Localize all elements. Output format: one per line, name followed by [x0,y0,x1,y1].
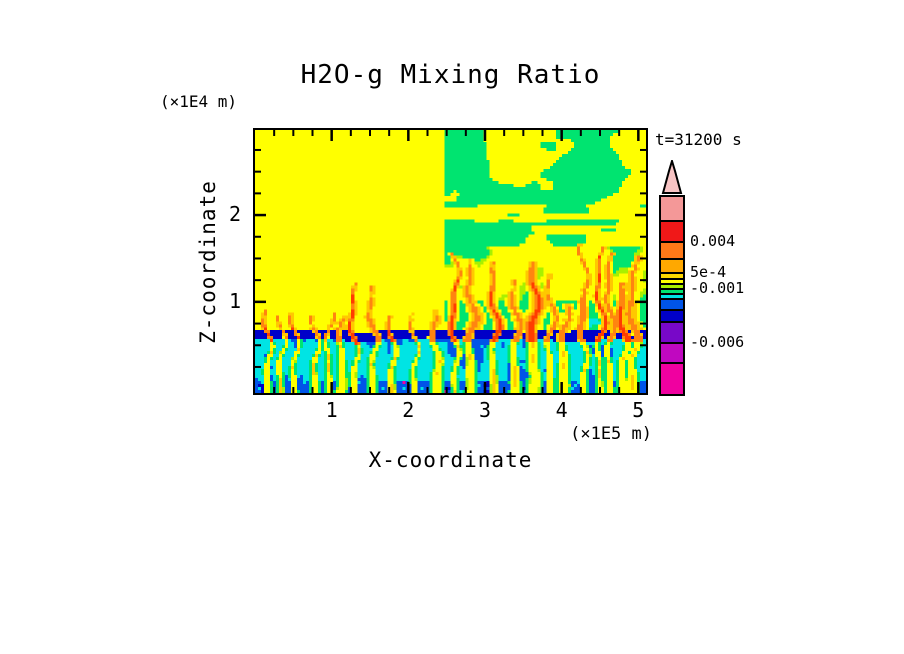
colorbar-segment [661,364,683,394]
colorbar-segment [661,290,683,295]
colorbar-segment [661,274,683,280]
colorbar-segment [661,344,683,364]
x-axis-tick-label: 1 [325,398,338,422]
colorbar-segment [661,295,683,300]
colorbar-tick-label: -0.001 [690,279,745,297]
plot-frame [253,128,648,395]
x-axis-tick-label: 2 [402,398,415,422]
colorbar-segment [661,260,683,274]
heatmap-canvas [255,130,646,393]
colorbar-segment [661,197,683,222]
colorbar-tick-label: 0.004 [690,232,736,250]
chart-title: H2O-g Mixing Ratio [300,60,601,90]
colorbar-segment [661,222,683,243]
colorbar-arrow-icon [661,160,683,194]
x-axis-tick-label: 3 [478,398,492,422]
colorbar-tick-label: -0.006 [690,333,745,351]
colorbar [659,195,685,396]
x-axis-title: X-coordinate [368,448,533,472]
x-axis-tick-label: 5 [632,398,645,422]
colorbar-tick-label: 5e-4 [690,263,727,281]
colorbar-segment [661,311,683,323]
colorbar-segment [661,285,683,290]
colorbar-segment [661,323,683,344]
y-axis-tick-label: 1 [228,288,241,313]
y-axis-tick-label: 2 [228,202,241,227]
colorbar-segment [661,300,683,311]
x-axis-tick-label: 4 [555,398,568,422]
colorbar-segment [661,243,683,260]
y-axis-units: (×1E4 m) [160,92,238,111]
colorbar-segment [661,280,683,285]
time-annotation: t=31200 s [655,130,742,149]
x-axis-units: (×1E5 m) [570,424,652,444]
